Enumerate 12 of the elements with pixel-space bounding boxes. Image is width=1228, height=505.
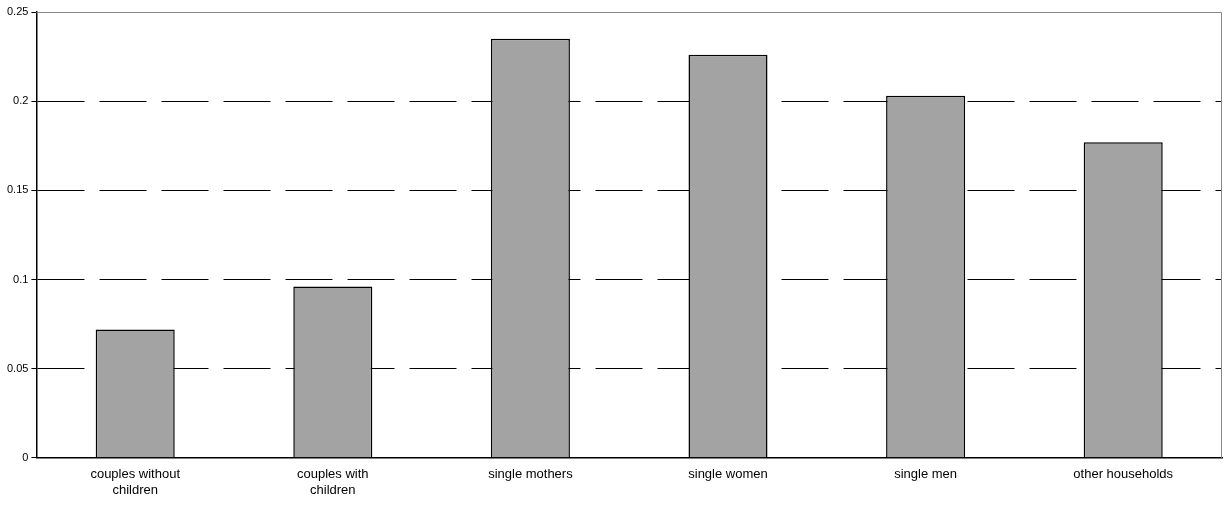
x-tick-label: couples with children: [297, 466, 369, 497]
x-tick-label: single men: [894, 466, 958, 482]
y-tick-label: 0.2: [13, 94, 29, 107]
y-tick-label: 0.1: [13, 272, 29, 285]
x-tick-label: couples without children: [90, 466, 181, 497]
x-tick-label: other households: [1073, 466, 1174, 482]
y-tick-label: 0.15: [6, 183, 29, 196]
x-tick-label: single mothers: [488, 466, 574, 482]
y-tick-label: 0.05: [6, 361, 29, 374]
y-tick-label: 0.25: [6, 5, 29, 18]
y-tick-label: 0: [22, 450, 29, 463]
x-tick-label: single women: [688, 466, 768, 482]
